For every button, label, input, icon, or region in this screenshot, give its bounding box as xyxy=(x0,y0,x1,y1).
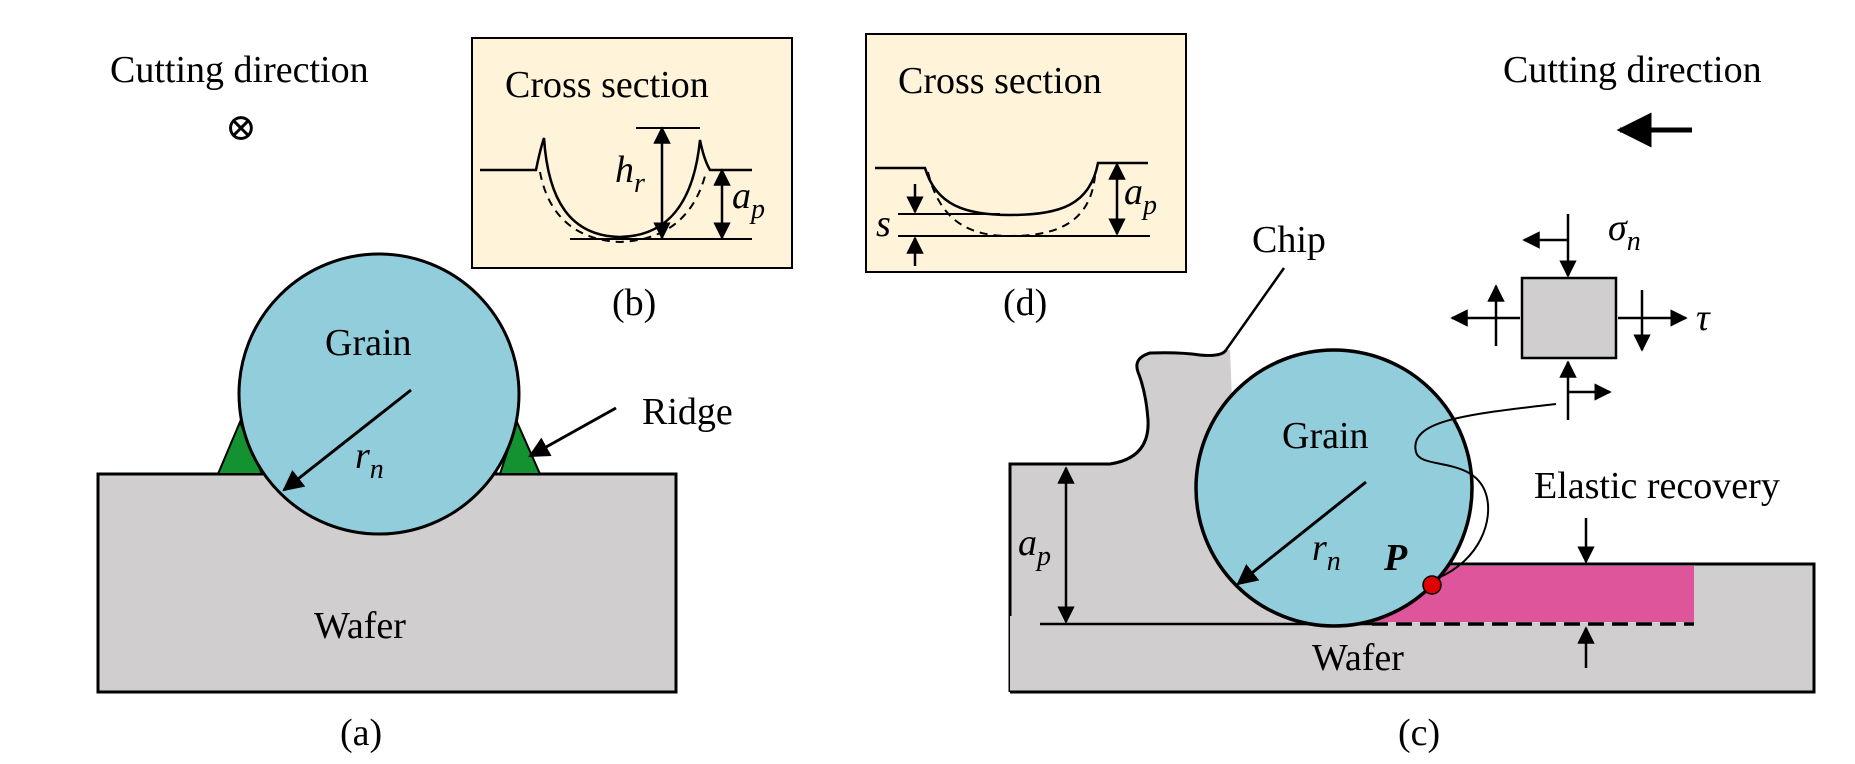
stress-leader-curve xyxy=(1414,403,1557,579)
grain-circle-a xyxy=(237,252,521,536)
caption-c: (c) xyxy=(1398,712,1440,754)
recovered-profile-b xyxy=(539,171,706,244)
groove-profile-d xyxy=(875,161,1148,217)
chip-pointer-line xyxy=(1224,267,1286,351)
a-label-c: ap xyxy=(1018,522,1051,572)
grain-circle-c xyxy=(1194,348,1474,628)
cross-section-title-b: Cross section xyxy=(505,64,709,106)
ridge-pointer-arrow xyxy=(528,406,617,458)
wafer-outline-right-c xyxy=(1010,562,1816,694)
grain-label-a: Grain xyxy=(325,322,412,364)
into-page-direction-icon: ⊗ xyxy=(225,107,257,149)
cross-section-title-d: Cross section xyxy=(898,60,1102,102)
panel-a: Cutting direction ⊗ Grain rn Ridge Wafer… xyxy=(96,49,733,754)
cross-section-box-b xyxy=(471,37,793,269)
wafer-outline-left-c xyxy=(1008,349,1228,692)
grain-label-c: Grain xyxy=(1282,415,1369,457)
cross-section-box-d xyxy=(865,33,1187,273)
panel-c: Cutting direction Grain rn P Chip ap xyxy=(1008,49,1816,754)
panel-b: Cross section hr ap (b) xyxy=(471,37,793,324)
caption-a: (a) xyxy=(340,712,382,754)
wafer-label-a: Wafer xyxy=(314,605,406,647)
stress-element-box xyxy=(1520,276,1618,360)
groove-profile-b xyxy=(480,137,752,239)
radius-label-a: rn xyxy=(355,435,384,485)
point-p-marker xyxy=(1422,575,1442,595)
elastic-recovery-region xyxy=(1372,566,1694,622)
cutting-direction-label-a: Cutting direction xyxy=(110,49,369,91)
elastic-recovery-label: Elastic recovery xyxy=(1534,465,1780,507)
h-label-b: hr xyxy=(615,149,645,199)
chip-label: Chip xyxy=(1252,219,1326,261)
wafer-bottom-fill-c xyxy=(1010,616,1814,692)
radius-arrow-a xyxy=(282,388,412,492)
wafer-label-c: Wafer xyxy=(1312,637,1404,679)
sigma-label: σn xyxy=(1608,207,1641,257)
ridge-label: Ridge xyxy=(642,391,733,433)
cutting-direction-label-c: Cutting direction xyxy=(1503,49,1762,91)
s-label-d: s xyxy=(876,203,891,245)
a-label-d: ap xyxy=(1124,171,1157,221)
point-p-label: P xyxy=(1383,537,1408,579)
radius-label-c: rn xyxy=(1312,527,1341,577)
panel-d: Cross section s ap (d) xyxy=(865,33,1187,324)
a-label-b: ap xyxy=(732,175,765,225)
caption-b: (b) xyxy=(612,282,656,324)
caption-d: (d) xyxy=(1003,282,1047,324)
radius-arrow-c xyxy=(1236,480,1367,586)
tau-label: τ xyxy=(1696,297,1711,339)
